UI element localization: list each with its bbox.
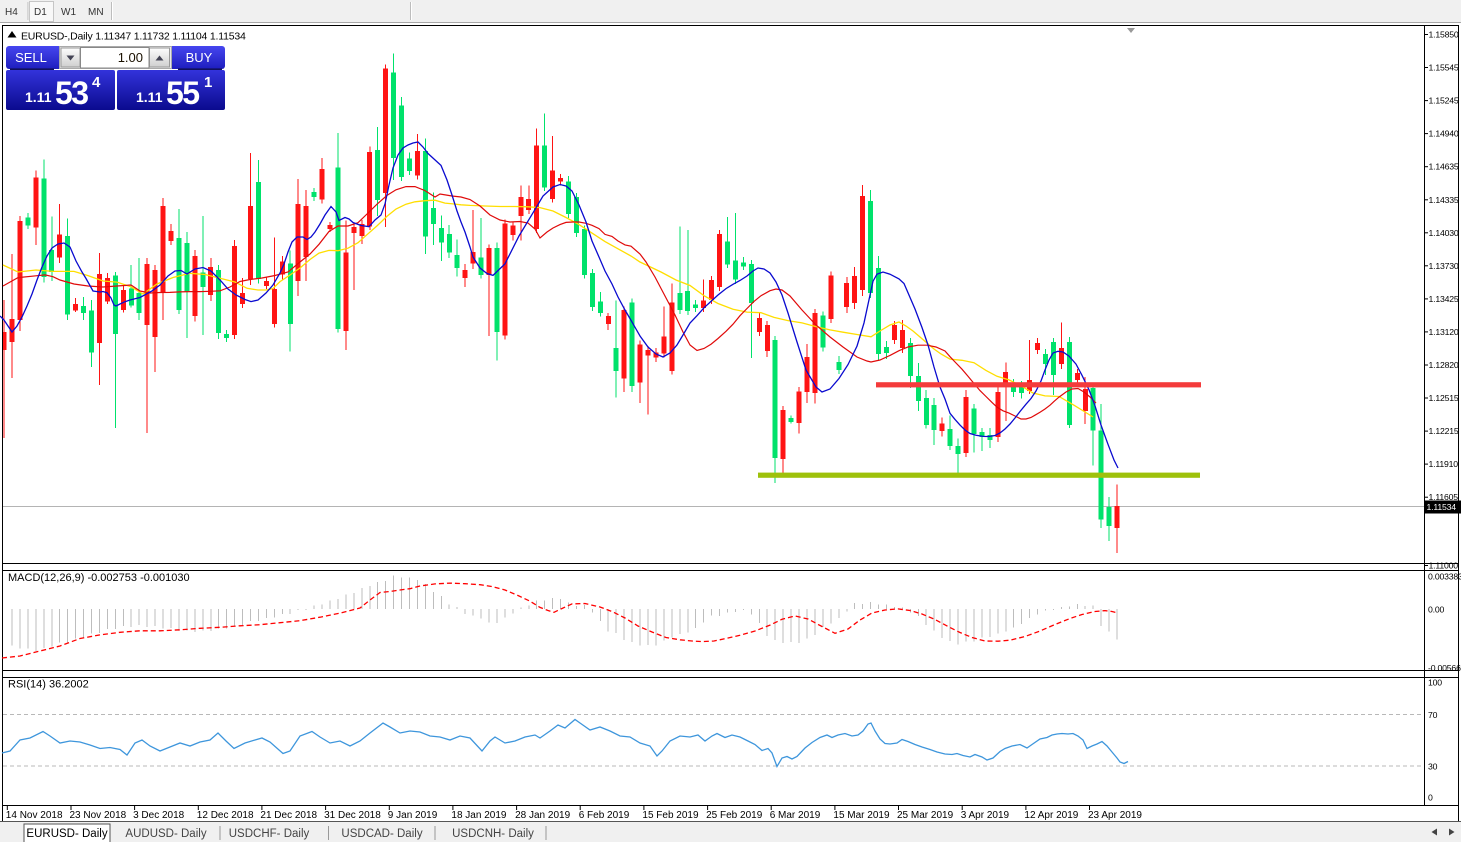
svg-text:25 Feb 2019: 25 Feb 2019 <box>706 810 763 821</box>
svg-text:28 Jan 2019: 28 Jan 2019 <box>515 810 570 821</box>
svg-text:15 Feb 2019: 15 Feb 2019 <box>642 810 699 821</box>
svg-text:53: 53 <box>55 75 88 111</box>
svg-text:12 Apr 2019: 12 Apr 2019 <box>1024 810 1078 821</box>
svg-text:1.13425: 1.13425 <box>1429 294 1459 304</box>
svg-text:0.00: 0.00 <box>1428 605 1444 615</box>
svg-text:1.14030: 1.14030 <box>1429 228 1459 238</box>
svg-text:USDCNH- Daily: USDCNH- Daily <box>452 828 534 840</box>
svg-text:6 Mar 2019: 6 Mar 2019 <box>770 810 821 821</box>
svg-text:9 Jan 2019: 9 Jan 2019 <box>388 810 438 821</box>
svg-text:14 Nov 2018: 14 Nov 2018 <box>6 810 63 821</box>
svg-text:1.15850: 1.15850 <box>1429 30 1459 40</box>
svg-text:1.14335: 1.14335 <box>1429 195 1459 205</box>
svg-text:4: 4 <box>92 74 101 91</box>
svg-text:1.11000: 1.11000 <box>1429 561 1459 571</box>
svg-text:-0.005663: -0.005663 <box>1428 663 1461 673</box>
svg-text:1.13120: 1.13120 <box>1429 327 1459 337</box>
svg-text:EURUSD- Daily: EURUSD- Daily <box>26 828 107 840</box>
svg-text:1.13730: 1.13730 <box>1429 261 1459 271</box>
svg-text:1.11: 1.11 <box>25 89 52 105</box>
svg-text:1.15545: 1.15545 <box>1429 63 1459 73</box>
svg-text:1.14635: 1.14635 <box>1429 162 1459 172</box>
svg-text:0.003383: 0.003383 <box>1428 572 1461 582</box>
svg-text:100: 100 <box>1428 678 1442 688</box>
svg-text:1.12820: 1.12820 <box>1429 360 1459 370</box>
svg-text:1.00: 1.00 <box>118 50 143 65</box>
svg-text:21 Dec 2018: 21 Dec 2018 <box>260 810 317 821</box>
svg-text:3 Dec 2018: 3 Dec 2018 <box>133 810 185 821</box>
svg-text:MN: MN <box>88 7 104 18</box>
svg-text:12 Dec 2018: 12 Dec 2018 <box>197 810 254 821</box>
svg-text:USDCHF- Daily: USDCHF- Daily <box>229 828 310 840</box>
svg-text:30: 30 <box>1428 762 1438 772</box>
svg-text:W1: W1 <box>61 7 76 18</box>
svg-text:1: 1 <box>204 74 212 91</box>
svg-text:1.12215: 1.12215 <box>1429 426 1459 436</box>
svg-text:55: 55 <box>166 75 199 111</box>
svg-text:25 Mar 2019: 25 Mar 2019 <box>897 810 954 821</box>
svg-text:AUDUSD- Daily: AUDUSD- Daily <box>125 828 206 840</box>
svg-text:6 Feb 2019: 6 Feb 2019 <box>579 810 630 821</box>
svg-text:BUY: BUY <box>186 50 213 65</box>
svg-text:D1: D1 <box>34 7 47 18</box>
svg-text:SELL: SELL <box>15 50 47 65</box>
svg-text:1.12515: 1.12515 <box>1429 393 1459 403</box>
svg-text:23 Apr 2019: 23 Apr 2019 <box>1088 810 1142 821</box>
svg-text:31 Dec 2018: 31 Dec 2018 <box>324 810 381 821</box>
svg-text:1.15245: 1.15245 <box>1429 96 1459 106</box>
svg-text:USDCAD- Daily: USDCAD- Daily <box>341 828 422 840</box>
svg-text:3 Apr 2019: 3 Apr 2019 <box>961 810 1010 821</box>
svg-text:1.11: 1.11 <box>136 89 163 105</box>
svg-text:15 Mar 2019: 15 Mar 2019 <box>833 810 890 821</box>
svg-text:1.14940: 1.14940 <box>1429 129 1459 139</box>
svg-text:23 Nov 2018: 23 Nov 2018 <box>70 810 127 821</box>
svg-text:1.11910: 1.11910 <box>1429 459 1459 469</box>
svg-text:MACD(12,26,9) -0.002753 -0.001: MACD(12,26,9) -0.002753 -0.001030 <box>8 572 190 584</box>
svg-text:1.11534: 1.11534 <box>1427 502 1457 512</box>
svg-text:H4: H4 <box>5 7 18 18</box>
svg-text:70: 70 <box>1428 710 1438 720</box>
svg-text:0: 0 <box>1428 793 1433 803</box>
svg-text:RSI(14) 36.2002: RSI(14) 36.2002 <box>8 679 89 691</box>
svg-text:EURUSD-,Daily 1.11347 1.11732: EURUSD-,Daily 1.11347 1.11732 1.11104 1.… <box>21 31 246 43</box>
svg-text:18 Jan 2019: 18 Jan 2019 <box>451 810 506 821</box>
